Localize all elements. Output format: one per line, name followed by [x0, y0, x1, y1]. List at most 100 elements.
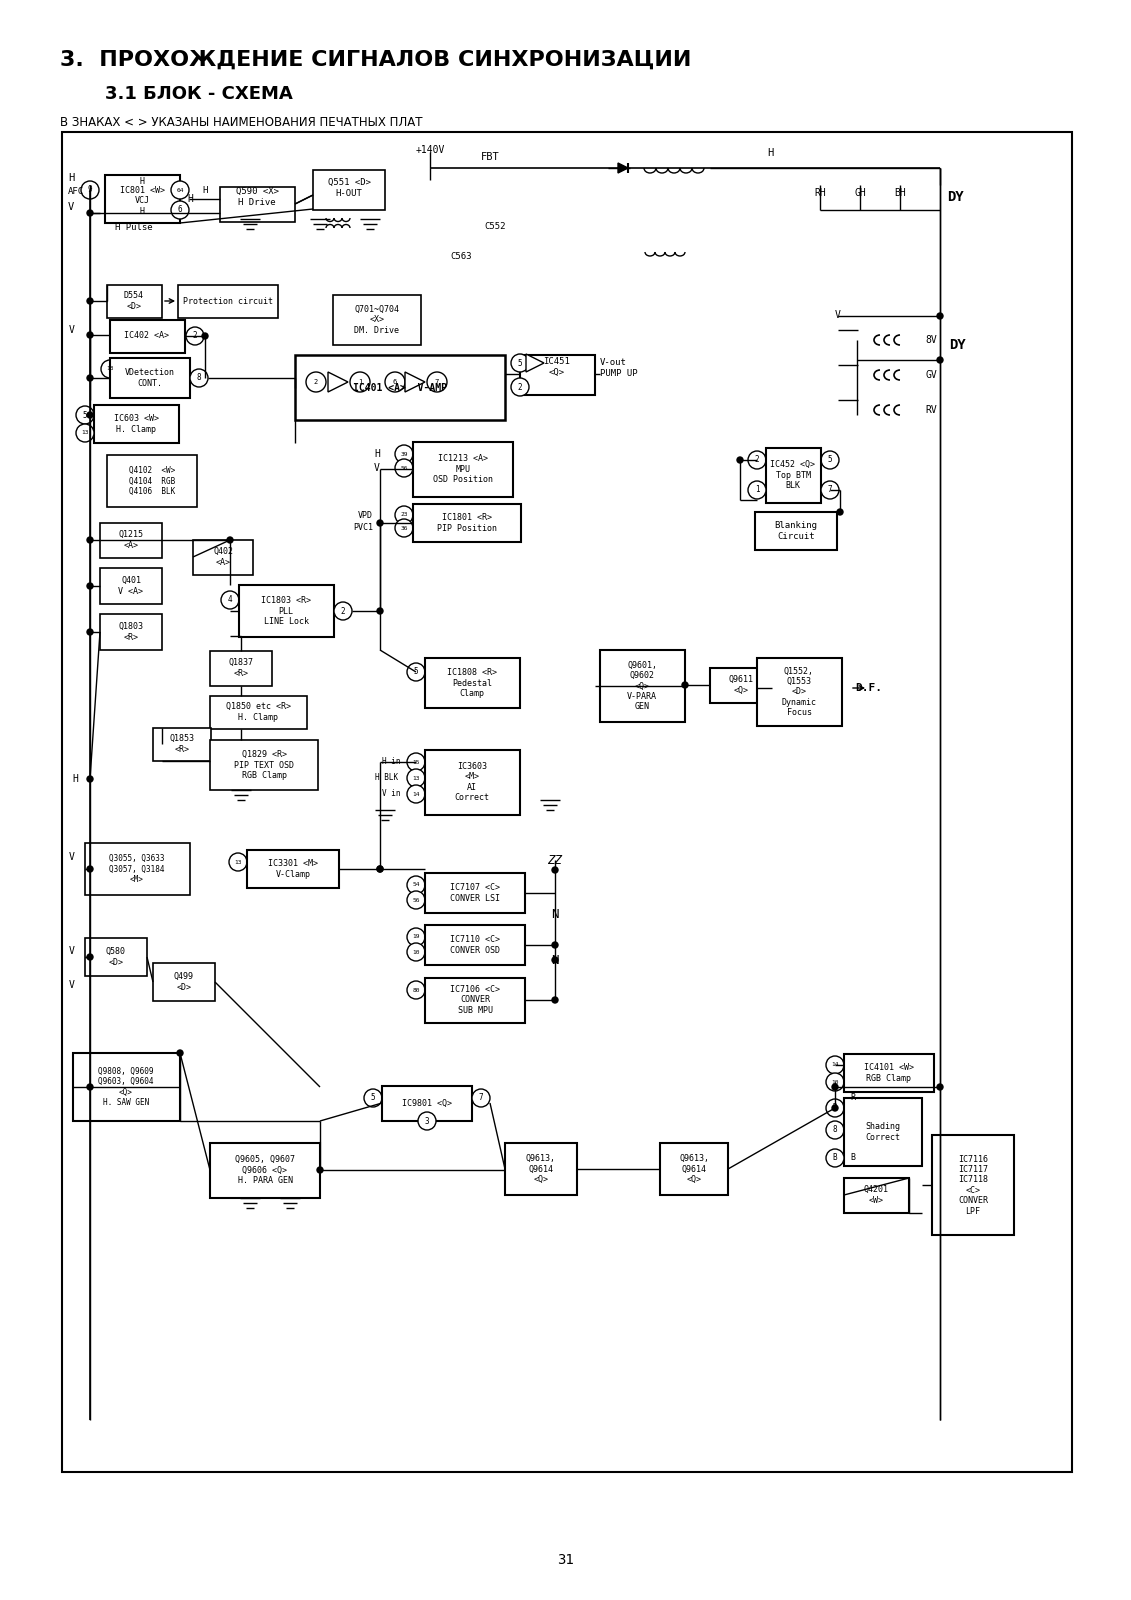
Text: IC3603
<M>
AI
Correct: IC3603 <M> AI Correct [455, 762, 490, 802]
Bar [710, 669, 772, 702]
Text: IC1808 <R>
Pedestal
Clamp: IC1808 <R> Pedestal Clamp [447, 669, 497, 698]
Circle shape [832, 1085, 838, 1090]
Text: IC9801 <Q>: IC9801 <Q> [402, 1099, 452, 1107]
Text: 6: 6 [392, 379, 397, 386]
Circle shape [87, 411, 93, 418]
Text: D.F.: D.F. [855, 683, 882, 693]
Text: DY: DY [947, 190, 964, 203]
Text: IC1213 <A>
MPU
OSD Position: IC1213 <A> MPU OSD Position [433, 454, 493, 483]
Bar [425, 874, 525, 914]
Circle shape [936, 314, 943, 318]
Circle shape [395, 445, 413, 462]
Text: PVC1: PVC1 [353, 523, 373, 533]
Bar [210, 651, 271, 686]
Bar [425, 978, 525, 1022]
Circle shape [407, 754, 425, 771]
Circle shape [511, 354, 529, 371]
Text: 3.1 БЛОК - СХЕМА: 3.1 БЛОК - СХЕМА [80, 85, 293, 102]
Text: 2: 2 [340, 606, 345, 616]
Circle shape [76, 424, 94, 442]
Circle shape [821, 451, 839, 469]
Circle shape [171, 202, 189, 219]
Text: IC1801 <R>
PIP Position: IC1801 <R> PIP Position [437, 514, 497, 533]
Text: 10: 10 [413, 949, 420, 955]
Text: +140V: +140V [415, 146, 444, 155]
Text: 14: 14 [413, 792, 420, 797]
Bar [601, 650, 685, 722]
Text: IC452 <Q>
Top BTM
BLK: IC452 <Q> Top BTM BLK [770, 461, 815, 490]
Text: 54: 54 [413, 883, 420, 888]
Text: R: R [851, 1093, 855, 1101]
Circle shape [407, 928, 425, 946]
Text: 5: 5 [371, 1093, 375, 1102]
Text: RH: RH [814, 187, 826, 198]
Text: Q1803
<R>: Q1803 <R> [119, 622, 144, 642]
Text: B: B [851, 1154, 855, 1163]
Text: Q9613,
Q9614
<Q>: Q9613, Q9614 <Q> [526, 1154, 556, 1184]
Circle shape [87, 776, 93, 782]
Text: 13: 13 [106, 366, 114, 371]
Circle shape [307, 371, 326, 392]
Circle shape [407, 877, 425, 894]
Text: 5: 5 [83, 411, 87, 419]
Text: Q1215
<A>: Q1215 <A> [119, 530, 144, 550]
Bar [100, 523, 162, 558]
Text: IC401 <A>  V-AMP: IC401 <A> V-AMP [353, 382, 447, 394]
Circle shape [76, 406, 94, 424]
Circle shape [377, 866, 383, 872]
Circle shape [87, 333, 93, 338]
Text: N: N [551, 954, 559, 966]
Bar [756, 512, 837, 550]
Circle shape [385, 371, 405, 392]
Text: V in: V in [381, 789, 400, 798]
Circle shape [87, 582, 93, 589]
Text: 8: 8 [832, 1125, 837, 1134]
Text: IC3301 <M>
V-Clamp: IC3301 <M> V-Clamp [268, 859, 318, 878]
Text: V: V [68, 202, 75, 211]
Circle shape [428, 371, 447, 392]
Circle shape [228, 853, 247, 870]
Text: IC402 <A>: IC402 <A> [124, 331, 170, 341]
Circle shape [377, 608, 383, 614]
Text: GV: GV [925, 370, 936, 379]
Bar [413, 442, 513, 498]
Circle shape [936, 1085, 943, 1090]
Bar [247, 850, 339, 888]
Text: 7: 7 [478, 1093, 483, 1102]
Circle shape [826, 1056, 844, 1074]
Text: Q1850 etc <R>
H. Clamp: Q1850 etc <R> H. Clamp [225, 702, 291, 722]
Bar [333, 294, 421, 346]
Bar [100, 568, 162, 603]
Text: 2: 2 [314, 379, 318, 386]
Text: Q9601,
Q9602
<Q>
V-PARA
GEN: Q9601, Q9602 <Q> V-PARA GEN [627, 661, 657, 712]
Bar [62, 133, 1072, 1472]
Circle shape [377, 866, 383, 872]
Polygon shape [618, 163, 628, 173]
Text: H BLK: H BLK [374, 773, 398, 782]
Bar [221, 187, 295, 222]
Text: 5: 5 [828, 456, 832, 464]
Text: 13: 13 [81, 430, 88, 435]
Circle shape [826, 1122, 844, 1139]
Bar [178, 285, 278, 318]
Bar [153, 963, 215, 1002]
Bar [313, 170, 385, 210]
Bar [239, 586, 334, 637]
Circle shape [171, 181, 189, 198]
Bar [94, 405, 179, 443]
Text: Q590 <X>
H Drive: Q590 <X> H Drive [235, 187, 278, 206]
Text: H Pulse: H Pulse [115, 222, 153, 232]
Circle shape [364, 1090, 382, 1107]
Circle shape [748, 482, 766, 499]
Text: Q1837
<R>: Q1837 <R> [228, 658, 253, 678]
Text: 2: 2 [754, 456, 759, 464]
Text: IC7110 <C>
CONVER OSD: IC7110 <C> CONVER OSD [450, 936, 500, 955]
Bar [932, 1134, 1015, 1235]
Text: 23: 23 [400, 512, 408, 517]
Text: 3.  ПРОХОЖДЕНИЕ СИГНАЛОВ СИНХРОНИЗАЦИИ: 3. ПРОХОЖДЕНИЕ СИГНАЛОВ СИНХРОНИЗАЦИИ [60, 50, 691, 70]
Circle shape [748, 451, 766, 469]
Circle shape [87, 374, 93, 381]
Text: 6: 6 [178, 205, 182, 214]
Text: 56: 56 [413, 898, 420, 902]
Bar [506, 1142, 577, 1195]
